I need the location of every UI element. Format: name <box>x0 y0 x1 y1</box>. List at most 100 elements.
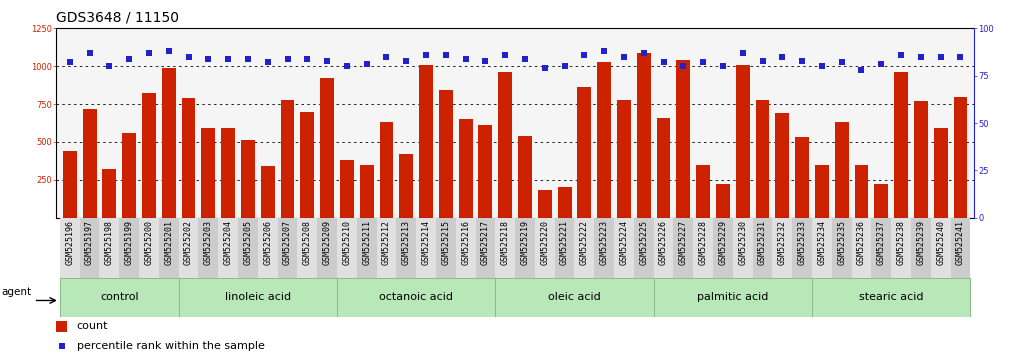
Bar <box>812 218 832 278</box>
Bar <box>775 113 789 218</box>
Bar <box>162 68 176 218</box>
Point <box>299 56 315 62</box>
Text: GSM525229: GSM525229 <box>718 219 727 264</box>
Text: GSM525223: GSM525223 <box>600 219 609 264</box>
Text: GSM525227: GSM525227 <box>678 219 687 264</box>
Bar <box>518 136 532 218</box>
Point <box>240 56 256 62</box>
Bar <box>456 218 476 278</box>
Point <box>477 58 493 63</box>
Bar <box>954 97 967 218</box>
Bar <box>538 190 552 218</box>
Text: GSM525212: GSM525212 <box>382 219 391 264</box>
Text: count: count <box>76 321 108 331</box>
Bar <box>60 278 179 317</box>
Point <box>755 58 771 63</box>
Bar <box>397 218 416 278</box>
Bar <box>337 278 495 317</box>
Bar <box>122 133 136 218</box>
Bar <box>694 218 713 278</box>
Bar <box>436 218 456 278</box>
Point <box>280 56 296 62</box>
Bar <box>535 218 554 278</box>
Text: GSM525204: GSM525204 <box>224 219 233 264</box>
Point <box>794 58 811 63</box>
Point <box>577 52 593 58</box>
Bar <box>416 218 436 278</box>
Bar <box>756 99 770 218</box>
Point <box>695 59 711 65</box>
Bar <box>733 218 753 278</box>
Text: GSM525239: GSM525239 <box>916 219 925 264</box>
Text: GSM525240: GSM525240 <box>936 219 945 264</box>
Bar <box>281 99 295 218</box>
Bar <box>815 165 829 218</box>
Bar <box>637 52 651 218</box>
Bar <box>79 218 100 278</box>
Bar <box>851 218 872 278</box>
Bar <box>201 128 216 218</box>
Bar <box>258 218 278 278</box>
Text: GSM525202: GSM525202 <box>184 219 193 264</box>
Bar <box>854 165 869 218</box>
Bar <box>260 166 275 218</box>
Text: GSM525196: GSM525196 <box>65 219 74 264</box>
Text: GSM525233: GSM525233 <box>797 219 806 264</box>
Bar <box>63 151 76 218</box>
Point <box>517 56 533 62</box>
Point <box>933 54 949 59</box>
Bar <box>515 218 535 278</box>
Text: GSM525224: GSM525224 <box>619 219 629 264</box>
Bar <box>792 218 812 278</box>
Bar <box>238 218 258 278</box>
Point <box>497 52 514 58</box>
Bar <box>578 87 591 218</box>
Point <box>180 54 196 59</box>
Point <box>596 48 612 54</box>
Bar <box>673 218 694 278</box>
Text: control: control <box>100 292 138 302</box>
Bar <box>657 118 670 218</box>
Bar <box>476 218 495 278</box>
Point <box>715 63 731 69</box>
Text: GSM525203: GSM525203 <box>203 219 213 264</box>
Point <box>437 52 454 58</box>
Bar <box>100 218 119 278</box>
Text: GDS3648 / 11150: GDS3648 / 11150 <box>56 11 179 25</box>
Bar <box>379 122 394 218</box>
Text: GSM525219: GSM525219 <box>521 219 530 264</box>
Text: GSM525200: GSM525200 <box>144 219 154 264</box>
Point <box>853 67 870 73</box>
Point <box>655 59 671 65</box>
Point <box>734 50 751 56</box>
Bar <box>951 218 970 278</box>
Bar <box>419 65 433 218</box>
Bar <box>931 218 951 278</box>
Bar <box>278 218 297 278</box>
Point <box>952 54 968 59</box>
Bar <box>222 128 235 218</box>
Point <box>893 52 909 58</box>
Bar <box>439 90 453 218</box>
Bar <box>795 137 809 218</box>
Text: GSM525210: GSM525210 <box>343 219 352 264</box>
Point <box>616 54 633 59</box>
Bar <box>835 122 848 218</box>
Text: GSM525198: GSM525198 <box>105 219 114 264</box>
Point <box>537 65 553 71</box>
Text: GSM525215: GSM525215 <box>441 219 451 264</box>
Point <box>102 63 118 69</box>
Point <box>874 62 890 67</box>
Bar <box>594 218 614 278</box>
Bar <box>179 278 337 317</box>
Point <box>418 52 434 58</box>
Bar <box>597 62 611 218</box>
Bar <box>676 60 691 218</box>
Bar <box>654 218 673 278</box>
Text: GSM525207: GSM525207 <box>283 219 292 264</box>
Text: GSM525205: GSM525205 <box>243 219 252 264</box>
Text: stearic acid: stearic acid <box>859 292 923 302</box>
Point <box>774 54 790 59</box>
Text: GSM525232: GSM525232 <box>778 219 787 264</box>
Text: GSM525238: GSM525238 <box>897 219 905 264</box>
